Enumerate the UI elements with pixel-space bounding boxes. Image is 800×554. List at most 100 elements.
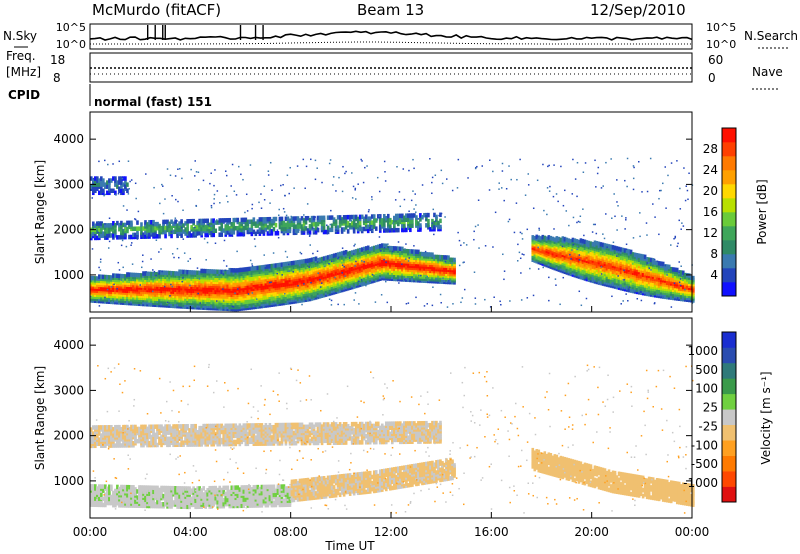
- power-cell: [240, 231, 244, 237]
- power-cell: [274, 222, 278, 228]
- power-cell: [196, 270, 199, 276]
- power-cell: [224, 230, 228, 235]
- power-cell: [545, 236, 549, 241]
- power-cell: [260, 229, 264, 234]
- power-cell: [152, 232, 155, 237]
- power-cell: [571, 237, 575, 243]
- power-cell: [154, 271, 157, 277]
- power-cell: [543, 235, 547, 241]
- power-cell: [162, 270, 165, 275]
- power-cell: [633, 252, 637, 258]
- power-cell: [164, 270, 167, 276]
- power-cell: [559, 237, 563, 243]
- power-cell: [294, 260, 298, 265]
- power-cell: [260, 221, 264, 226]
- power-cell: [92, 231, 95, 237]
- power-cell: [116, 220, 119, 226]
- power-cell: [252, 221, 256, 226]
- power-cell: [92, 225, 95, 231]
- power-cell: [657, 261, 661, 266]
- power-cell: [252, 266, 256, 271]
- power-cell: [186, 227, 189, 232]
- power-cell: [124, 222, 127, 228]
- power-cell: [274, 231, 278, 236]
- power-cell: [136, 230, 139, 236]
- power-cell: [354, 249, 358, 254]
- power-cell: [176, 227, 179, 232]
- power-cell: [120, 228, 123, 234]
- power-cell: [276, 230, 280, 236]
- freq-label: Freq.: [6, 49, 36, 63]
- power-cell: [344, 250, 348, 255]
- power-cell: [605, 243, 609, 249]
- power-cell: [312, 257, 316, 262]
- power-cell: [358, 247, 362, 253]
- power-cell: [679, 270, 683, 275]
- power-cell: [597, 241, 601, 247]
- power-cell: [150, 219, 153, 225]
- power-cell: [435, 254, 438, 260]
- power-cell: [98, 231, 101, 237]
- power-cell: [218, 218, 222, 223]
- power-cell: [106, 233, 109, 238]
- power-cell: [200, 226, 203, 232]
- power-cell: [316, 257, 320, 263]
- power-cell: [423, 251, 426, 257]
- power-cell: [549, 235, 553, 241]
- power-cell: [441, 255, 444, 260]
- power-cell: [156, 221, 159, 227]
- power-cell: [264, 264, 268, 270]
- power-cell: [603, 243, 607, 248]
- power-cell: [589, 241, 593, 246]
- power-cell: [284, 216, 288, 222]
- power-cell: [154, 221, 157, 227]
- nsky-spikes: [146, 25, 264, 40]
- power-cell: [228, 217, 232, 223]
- power-cell: [226, 230, 230, 235]
- power-cell: [258, 265, 262, 270]
- power-cell: [318, 257, 322, 262]
- power-cell: [174, 229, 177, 235]
- power-cell: [234, 268, 238, 273]
- power-cell: [136, 226, 139, 231]
- power-cell: [356, 248, 360, 254]
- power-cell: [94, 223, 97, 228]
- power-cell: [134, 226, 137, 232]
- power-cell: [186, 219, 189, 224]
- power-cell: [226, 224, 230, 229]
- power-cell: [148, 228, 151, 233]
- power-cell: [401, 246, 404, 252]
- power-cell: [148, 232, 151, 237]
- power-cell: [218, 226, 222, 231]
- power-cell: [138, 226, 141, 231]
- power-cell: [92, 221, 95, 226]
- power-cell: [142, 226, 145, 231]
- power-cell: [180, 269, 183, 275]
- power-cell: [232, 217, 236, 223]
- power-cell: [613, 245, 617, 251]
- power-cell: [673, 267, 677, 272]
- power-cell: [621, 247, 625, 253]
- power-cell: [238, 221, 242, 227]
- power-cell: [166, 270, 169, 276]
- power-cell: [266, 264, 270, 269]
- power-cell: [230, 221, 234, 227]
- power-cell: [206, 224, 209, 230]
- power-cell: [170, 233, 173, 239]
- power-cell: [176, 271, 179, 276]
- power-cell: [118, 222, 121, 228]
- power-cell: [160, 225, 163, 231]
- power-cell: [405, 248, 408, 254]
- power-cell: [140, 273, 143, 278]
- power-cell: [669, 266, 673, 272]
- power-cell: [619, 247, 623, 252]
- power-cell: [120, 220, 123, 226]
- power-cell: [278, 224, 282, 230]
- power-cell: [172, 221, 175, 226]
- power-cell: [236, 268, 240, 273]
- power-cell: [96, 221, 99, 226]
- power-cell: [411, 249, 414, 254]
- power-cell: [222, 228, 226, 233]
- power-cell: [142, 271, 145, 276]
- power-cell: [110, 233, 113, 238]
